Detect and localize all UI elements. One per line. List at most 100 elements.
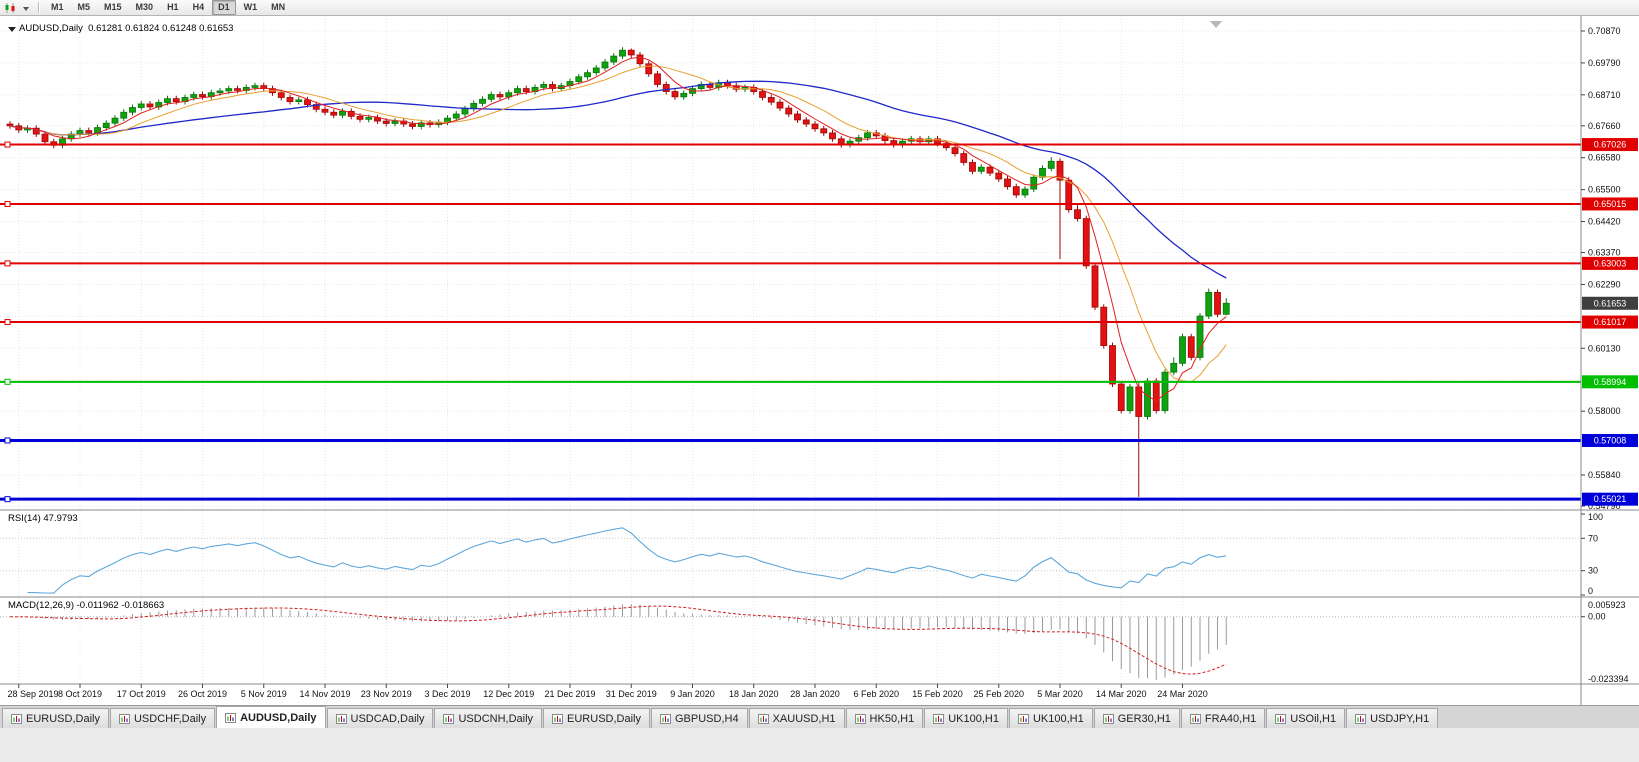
chart-tab-usoil-h1[interactable]: USOil,H1 (1266, 708, 1346, 728)
date-label: 3 Dec 2019 (424, 689, 470, 699)
timeframe-button-h1[interactable]: H1 (167, 2, 179, 12)
chart-tab-label: EURUSD,Daily (567, 712, 641, 725)
date-label: 18 Jan 2020 (729, 689, 779, 699)
chart-tab-xauusd-h1[interactable]: XAUUSD,H1 (748, 708, 845, 728)
timeframe-button-m30[interactable]: M30 (135, 2, 154, 12)
level-price-badge (1582, 492, 1638, 506)
mini-chart-icon (1189, 713, 1201, 724)
chart-tab-label: USOil,H1 (1290, 712, 1337, 725)
chart-canvas[interactable]: 0.70870 0.69790 0.68710 0.67660 0.66580 0.655… (0, 16, 1639, 710)
date-label: 12 Dec 2019 (483, 689, 534, 699)
mini-chart-icon (118, 713, 130, 724)
price-tick-label: 0.60130 (1588, 343, 1621, 353)
chart-tab-hk50-h1[interactable]: HK50,H1 (845, 708, 924, 728)
date-label: 23 Nov 2019 (361, 689, 412, 699)
chart-tab-uk100-h1[interactable]: UK100,H1 (1008, 708, 1093, 728)
level-price-badge (1582, 256, 1638, 270)
chart-tab-label: USDCNH,Daily (458, 712, 534, 725)
chart-tab-eurusd-daily[interactable]: EURUSD,Daily (543, 708, 650, 728)
price-tick-label: 0.63370 (1588, 248, 1621, 258)
mini-chart-icon (660, 713, 671, 724)
chart-tab-label: USDCHF,Daily (133, 712, 207, 725)
date-label: 9 Jan 2020 (670, 689, 715, 699)
date-label: 6 Feb 2020 (853, 689, 899, 699)
grid (0, 16, 1581, 684)
level-price-badge-text: 0.67026 (1594, 140, 1627, 150)
date-label: 14 Nov 2019 (299, 689, 350, 699)
window-bottom-filler (0, 728, 1639, 762)
chart-type-dropdown-icon[interactable] (18, 1, 34, 14)
moving-average-5 (9, 56, 1227, 402)
chart-tab-bar: EURUSD,Daily USDCHF,Daily AUDUSD,Daily USDC… (0, 705, 1639, 728)
horizontal-levels (0, 141, 1581, 503)
chart-tab-usdcnh-daily[interactable]: USDCNH,Daily (434, 708, 543, 728)
chart-tab-uk100-h1[interactable]: UK100,H1 (924, 708, 1008, 728)
chart-window[interactable]: 0.70870 0.69790 0.68710 0.67660 0.66580 0.655… (0, 16, 1639, 705)
date-label: 28 Jan 2020 (790, 689, 840, 699)
chart-tab-usdchf-daily[interactable]: USDCHF,Daily (109, 708, 216, 728)
level-price-badge (1582, 315, 1638, 329)
level-handle[interactable] (4, 437, 11, 444)
timeframe-button-h4[interactable]: H4 (192, 2, 205, 12)
level-price-badge (1582, 433, 1638, 447)
timeframe-button-d1[interactable]: D1 (212, 0, 236, 15)
level-handle[interactable] (4, 378, 11, 385)
chart-tab-label: UK100,H1 (1032, 712, 1084, 725)
toolbar-separator (38, 2, 40, 13)
mini-chart-icon (552, 713, 564, 724)
chart-tab-label: FRA40,H1 (1204, 712, 1257, 725)
level-price-badge-text: 0.55021 (1594, 494, 1627, 504)
timeframe-button-m5[interactable]: M5 (77, 2, 91, 12)
level-handle[interactable] (4, 141, 11, 148)
price-tick-label: 0.68710 (1588, 90, 1621, 100)
mini-chart-icon (335, 713, 347, 724)
date-label: 17 Oct 2019 (117, 689, 166, 699)
dropdown-arrow-glyph (22, 6, 29, 11)
mini-chart-icon (11, 713, 22, 724)
chart-tab-audusd-daily[interactable]: AUDUSD,Daily (216, 706, 326, 728)
date-label: 15 Feb 2020 (912, 689, 963, 699)
chart-tab-label: EURUSD,Daily (26, 712, 100, 725)
date-label: 31 Dec 2019 (606, 689, 657, 699)
level-handle[interactable] (4, 319, 11, 326)
date-label: 28 Sep 2019 (7, 689, 58, 699)
level-handle[interactable] (4, 496, 11, 503)
timeframe-button-m15[interactable]: M15 (104, 2, 122, 12)
macd-histogram (18, 604, 1227, 680)
level-handle[interactable] (4, 200, 11, 207)
chart-tab-label: HK50,H1 (869, 712, 915, 725)
chart-tab-fra40-h1[interactable]: FRA40,H1 (1180, 708, 1266, 728)
chart-tab-gbpusd-h4[interactable]: GBPUSD,H4 (651, 708, 748, 728)
chart-shift-marker[interactable] (1210, 21, 1222, 28)
level-price-badge (1582, 197, 1638, 211)
mini-chart-icon (1275, 713, 1287, 724)
level-price-badge (1582, 375, 1638, 389)
price-tick-label: 0.54790 (1588, 501, 1621, 511)
chart-tab-eurusd-daily[interactable]: EURUSD,Daily (2, 708, 109, 728)
timeframe-button-w1[interactable]: W1 (243, 2, 258, 12)
timeframe-button-m1[interactable]: M1 (51, 2, 64, 12)
price-tick-label: 0.55840 (1588, 470, 1621, 480)
rsi-line (27, 527, 1227, 594)
chart-type-icon[interactable] (2, 1, 18, 14)
macd-axis-label: -0.023394 (1588, 674, 1629, 684)
price-tick-label: 0.64420 (1588, 217, 1621, 227)
mini-chart-icon (933, 713, 945, 724)
chart-tab-ger30-h1[interactable]: GER30,H1 (1093, 708, 1180, 728)
timeframe-button-mn[interactable]: MN (271, 2, 286, 12)
price-tick-label: 0.67660 (1588, 121, 1621, 131)
chart-tab-usdjpy-h1[interactable]: USDJPY,H1 (1346, 708, 1439, 728)
level-price-badge-text: 0.61017 (1594, 317, 1627, 327)
level-price-badge-text: 0.58994 (1594, 377, 1627, 387)
level-price-badge-text: 0.57008 (1594, 435, 1627, 445)
level-handle[interactable] (4, 260, 11, 267)
mini-chart-icon (1355, 713, 1367, 724)
mini-chart-icon (1102, 713, 1114, 724)
date-label: 25 Feb 2020 (973, 689, 1024, 699)
current-price-badge (1582, 296, 1638, 310)
rsi-axis-label: 100 (1588, 512, 1603, 522)
macd-axis-label: 0.005923 (1588, 600, 1626, 610)
chart-tab-usdcad-daily[interactable]: USDCAD,Daily (326, 708, 434, 728)
level-price-badge-text: 0.65015 (1594, 199, 1627, 209)
mini-chart-icon (757, 713, 769, 724)
